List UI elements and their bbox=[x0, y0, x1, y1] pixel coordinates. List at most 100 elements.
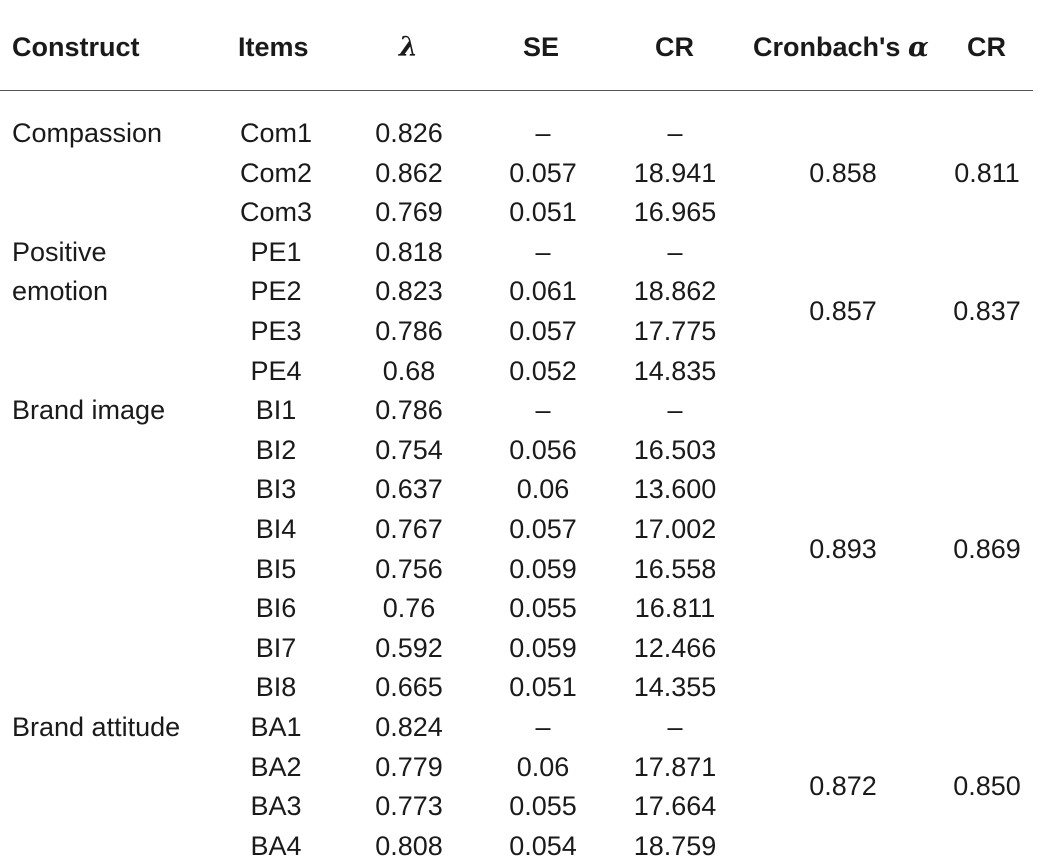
construct-label: Brand attitude bbox=[12, 712, 181, 742]
se-cell: 0.06 bbox=[516, 474, 570, 505]
se-cell: 0.054 bbox=[509, 830, 577, 861]
lambda-cell: 0.786 bbox=[375, 316, 443, 346]
lambda-cell: 0.68 bbox=[382, 355, 436, 386]
item-cell: BA4 bbox=[250, 830, 302, 861]
item-cell: PE1 bbox=[250, 236, 302, 267]
lambda-cell: 0.826 bbox=[375, 118, 443, 148]
header-se: SE bbox=[523, 32, 560, 62]
se-cell: 0.059 bbox=[509, 553, 577, 584]
lambda-cell: 0.862 bbox=[375, 157, 443, 188]
lambda-cell: 0.637 bbox=[375, 474, 443, 505]
cronbach-alpha-cell: 0.893 bbox=[809, 533, 877, 564]
lambda-cell: 0.773 bbox=[375, 791, 443, 822]
cr-cell: – bbox=[667, 395, 683, 426]
item-cell: BA3 bbox=[250, 791, 302, 822]
cr-cell: – bbox=[667, 712, 683, 742]
cr-cell: 17.775 bbox=[633, 316, 717, 346]
lambda-cell: 0.592 bbox=[375, 632, 443, 663]
se-cell: 0.057 bbox=[509, 157, 577, 188]
construct-label: Brand image bbox=[12, 395, 166, 426]
header-items: Items bbox=[238, 32, 309, 62]
header-divider bbox=[0, 90, 1033, 91]
se-cell: 0.056 bbox=[509, 434, 577, 465]
cr-cell: 17.871 bbox=[633, 751, 717, 782]
se-cell: 0.051 bbox=[509, 197, 577, 228]
header-cr-composite: CR bbox=[967, 32, 1006, 62]
lambda-cell: 0.76 bbox=[382, 593, 436, 624]
lambda-cell: 0.808 bbox=[375, 830, 443, 861]
item-cell: PE3 bbox=[250, 316, 302, 346]
lambda-cell: 0.665 bbox=[375, 672, 443, 703]
se-cell: 0.052 bbox=[509, 355, 577, 386]
se-cell: 0.059 bbox=[509, 632, 577, 663]
lambda-cell: 0.779 bbox=[375, 751, 443, 782]
header-lambda: λ bbox=[399, 32, 418, 63]
se-cell: 0.055 bbox=[509, 791, 577, 822]
item-cell: Com2 bbox=[239, 157, 313, 188]
cr-cell: 18.862 bbox=[633, 276, 717, 307]
cr-cell: 14.835 bbox=[633, 355, 717, 386]
item-cell: BI2 bbox=[255, 434, 297, 465]
cronbach-alpha-cell: 0.872 bbox=[809, 771, 877, 802]
item-cell: BI8 bbox=[255, 672, 297, 703]
cr-cell: – bbox=[667, 118, 683, 148]
cr-cell: 16.811 bbox=[634, 593, 716, 624]
lambda-cell: 0.823 bbox=[375, 276, 443, 307]
item-cell: BI6 bbox=[255, 593, 297, 624]
composite-reliability-cell: 0.837 bbox=[953, 296, 1021, 327]
cr-cell: 12.466 bbox=[633, 632, 717, 663]
se-cell: 0.061 bbox=[509, 276, 577, 307]
cronbach-alpha-cell: 0.857 bbox=[809, 296, 877, 327]
lambda-cell: 0.818 bbox=[375, 236, 443, 267]
item-cell: PE4 bbox=[250, 355, 302, 386]
item-cell: BI7 bbox=[255, 632, 297, 663]
item-cell: Com3 bbox=[239, 197, 313, 228]
composite-reliability-cell: 0.850 bbox=[953, 771, 1021, 802]
cr-cell: 17.002 bbox=[633, 514, 717, 544]
se-cell: 0.051 bbox=[509, 672, 577, 703]
construct-label: Compassion bbox=[12, 118, 163, 148]
item-cell: BI4 bbox=[255, 514, 297, 544]
construct-label: emotion bbox=[12, 276, 109, 307]
lambda-cell: 0.767 bbox=[375, 514, 443, 544]
cr-cell: 16.558 bbox=[633, 553, 717, 584]
item-cell: BI1 bbox=[255, 395, 297, 426]
se-cell: – bbox=[535, 236, 551, 267]
se-cell: 0.057 bbox=[509, 316, 577, 346]
cr-cell: 16.503 bbox=[633, 434, 717, 465]
lambda-cell: 0.824 bbox=[375, 712, 443, 742]
composite-reliability-cell: 0.869 bbox=[953, 533, 1021, 564]
cr-cell: 18.941 bbox=[633, 157, 717, 188]
cr-cell: – bbox=[667, 236, 683, 267]
lambda-cell: 0.754 bbox=[375, 434, 443, 465]
header-cronbach-label: Cronbach's bbox=[753, 32, 901, 62]
se-cell: – bbox=[535, 118, 551, 148]
cr-cell: 18.759 bbox=[633, 830, 717, 861]
item-cell: BA2 bbox=[250, 751, 302, 782]
cr-cell: 17.664 bbox=[633, 791, 717, 822]
header-alpha: α bbox=[907, 32, 929, 63]
cr-cell: 16.965 bbox=[633, 197, 717, 228]
lambda-cell: 0.756 bbox=[375, 553, 443, 584]
se-cell: – bbox=[535, 395, 551, 426]
cr-cell: 14.355 bbox=[633, 672, 717, 703]
header-cr: CR bbox=[655, 32, 694, 62]
se-cell: – bbox=[535, 712, 551, 742]
lambda-cell: 0.786 bbox=[375, 395, 443, 426]
cronbach-alpha-cell: 0.858 bbox=[809, 157, 877, 188]
cr-cell: 13.600 bbox=[633, 474, 717, 505]
header-construct: Construct bbox=[12, 32, 140, 62]
header-cronbach: Cronbach's α bbox=[753, 32, 929, 63]
se-cell: 0.057 bbox=[509, 514, 577, 544]
construct-label: Positive bbox=[12, 236, 107, 267]
item-cell: PE2 bbox=[250, 276, 302, 307]
lambda-cell: 0.769 bbox=[375, 197, 443, 228]
se-cell: 0.06 bbox=[516, 751, 570, 782]
item-cell: BI5 bbox=[255, 553, 297, 584]
item-cell: BA1 bbox=[250, 712, 302, 742]
composite-reliability-cell: 0.811 bbox=[954, 157, 1020, 188]
item-cell: Com1 bbox=[239, 118, 313, 148]
item-cell: BI3 bbox=[255, 474, 297, 505]
se-cell: 0.055 bbox=[509, 593, 577, 624]
